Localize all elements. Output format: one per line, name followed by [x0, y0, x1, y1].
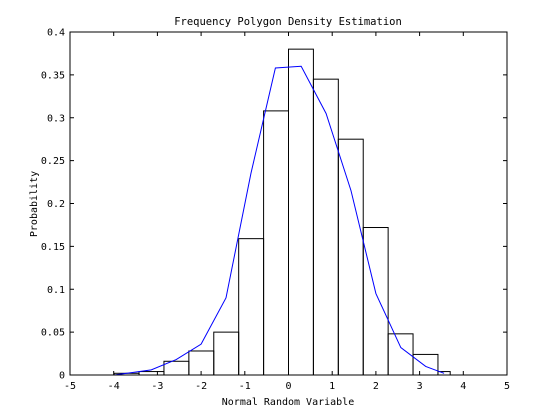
- x-tick-label: 0: [285, 381, 291, 392]
- y-tick-label: 0.2: [47, 199, 65, 210]
- x-tick-label: -2: [195, 381, 207, 392]
- x-tick-label: -5: [64, 381, 76, 392]
- y-tick-label: 0.4: [47, 28, 65, 39]
- y-tick-label: 0.05: [41, 328, 65, 339]
- x-axis-label: Normal Random Variable: [222, 397, 354, 408]
- x-tick-label: 5: [504, 381, 510, 392]
- y-axis-label: Probability: [29, 171, 40, 237]
- x-tick-label: -1: [239, 381, 251, 392]
- x-tick-label: -4: [108, 381, 120, 392]
- x-tick-label: -3: [151, 381, 163, 392]
- x-tick-label: 1: [329, 381, 335, 392]
- y-tick-label: 0: [59, 371, 65, 382]
- y-tick-label: 0.3: [47, 113, 65, 124]
- y-tick-label: 0.15: [41, 242, 65, 253]
- x-tick-label: 3: [417, 381, 423, 392]
- y-tick-label: 0.25: [41, 156, 65, 167]
- x-tick-label: 2: [373, 381, 379, 392]
- x-tick-label: 4: [460, 381, 466, 392]
- chart-title: Frequency Polygon Density Estimation: [174, 16, 402, 28]
- y-tick-label: 0.1: [47, 285, 65, 296]
- y-tick-label: 0.35: [41, 70, 65, 81]
